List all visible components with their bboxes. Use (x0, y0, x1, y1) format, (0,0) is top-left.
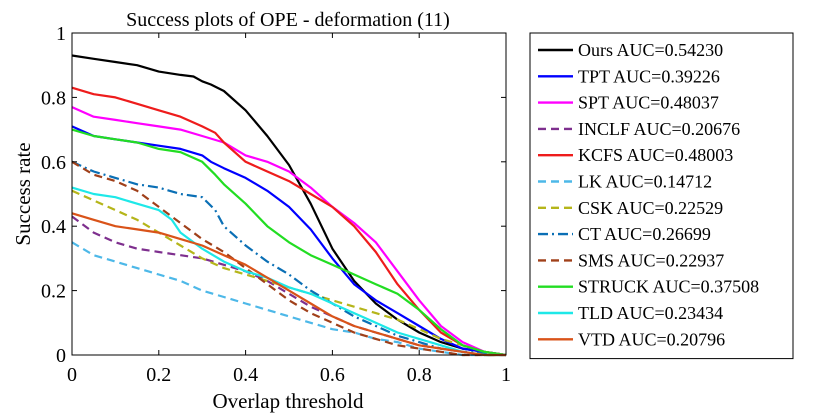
legend-label-tpt: TPT AUC=0.39226 (578, 66, 720, 86)
series-line-ours (71, 54, 507, 357)
x-tick-label: 1 (501, 364, 511, 386)
series-line-spt (71, 106, 507, 357)
series-line-tld (71, 186, 506, 357)
legend-label-inclf: INCLF AUC=0.20676 (578, 119, 740, 139)
axes-box (71, 32, 507, 356)
x-axis-label: Overlap threshold (212, 389, 364, 413)
y-tick-label: 0.2 (41, 281, 66, 303)
legend-label-vtd: VTD AUC=0.20796 (578, 329, 725, 349)
plot-area (71, 54, 507, 357)
series-line-tpt (71, 125, 507, 357)
legend-label-kcfs: KCFS AUC=0.48003 (578, 145, 733, 165)
x-tick-label: 0.2 (146, 364, 171, 386)
legend-label-tld: TLD AUC=0.23434 (578, 303, 723, 323)
chart-title: Success plots of OPE - deformation (11) (126, 9, 450, 31)
x-tick-label: 0.6 (320, 364, 345, 386)
y-tick-label: 0.6 (41, 152, 66, 174)
series-line-inclf (71, 215, 506, 357)
series-line-struck (71, 128, 507, 357)
series-line-kcfs (71, 86, 507, 357)
legend-label-ours: Ours AUC=0.54230 (578, 40, 723, 60)
y-tick-label: 1 (56, 23, 66, 45)
y-tick-label: 0.4 (41, 216, 66, 238)
legend-label-csk: CSK AUC=0.22529 (578, 198, 723, 218)
legend-label-ct: CT AUC=0.26699 (578, 224, 711, 244)
y-tick-label: 0.8 (41, 87, 66, 109)
series-line-sms (71, 160, 506, 357)
legend: Ours AUC=0.54230 TPT AUC=0.39226 SPT AUC=0… (529, 32, 794, 360)
x-tick-label: 0.4 (233, 364, 258, 386)
series-line-vtd (71, 212, 506, 357)
x-tick-label: 0 (67, 364, 77, 386)
axes: 0 0.2 0.4 0.6 0.8 1 0 0.2 0.4 0.6 0.8 1 (41, 23, 511, 386)
legend-label-sms: SMS AUC=0.22937 (578, 250, 724, 270)
legend-label-spt: SPT AUC=0.48037 (578, 93, 719, 113)
legend-label-lk: LK AUC=0.14712 (578, 172, 712, 192)
y-tick-label: 0 (56, 345, 66, 367)
legend-label-struck: STRUCK AUC=0.37508 (578, 277, 759, 297)
x-tick-label: 0.8 (407, 364, 432, 386)
legend-box (529, 32, 794, 360)
y-axis-label: Success rate (11, 142, 35, 245)
series-line-ct (71, 160, 507, 357)
